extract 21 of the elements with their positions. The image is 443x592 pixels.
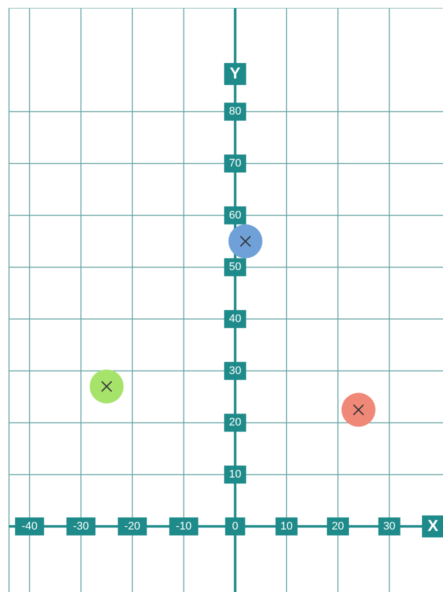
x-tick-label: -40 — [22, 520, 38, 532]
x-tick-label: 20 — [332, 520, 344, 532]
x-tick-label: 0 — [232, 520, 238, 532]
y-tick-label: 40 — [229, 313, 242, 326]
point — [228, 224, 262, 258]
x-tick-label: 10 — [280, 520, 293, 532]
y-axis-title: Y — [230, 66, 241, 82]
x-tick-label: -30 — [73, 520, 89, 532]
point — [90, 369, 124, 404]
point — [341, 392, 376, 427]
y-tick-label: 70 — [229, 158, 242, 170]
x-tick-label: -20 — [124, 520, 140, 532]
y-tick-label: 10 — [229, 468, 242, 481]
y-tick-label: 50 — [229, 261, 242, 274]
y-tick-label: 30 — [229, 364, 242, 377]
y-tick-label: 80 — [229, 106, 242, 118]
x-tick-label: 30 — [383, 520, 396, 532]
x-axis-title: X — [428, 518, 439, 535]
y-tick-label: 60 — [229, 209, 242, 222]
x-tick-label: -10 — [176, 520, 192, 532]
y-tick-label: 20 — [229, 416, 242, 429]
